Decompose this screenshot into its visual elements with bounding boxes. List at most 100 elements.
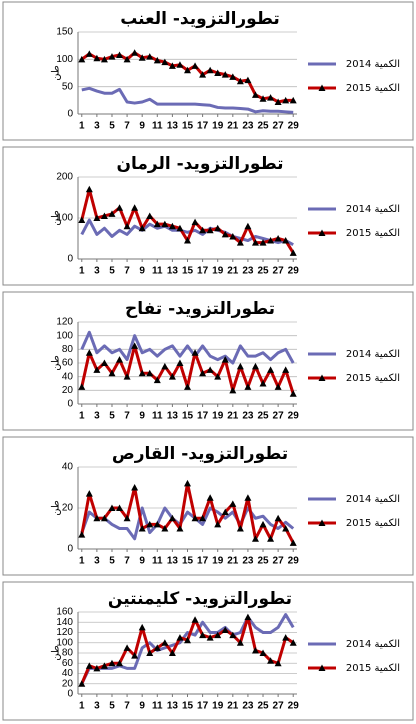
y-tick-label: 160 — [56, 607, 73, 618]
x-tick-label: 15 — [182, 701, 194, 712]
point-marker — [176, 634, 184, 641]
point-marker — [100, 55, 108, 63]
x-tick-label: 19 — [212, 121, 224, 132]
chart-title: تطورالتزويد- العنب — [120, 9, 280, 29]
x-tick-label: 3 — [94, 121, 100, 132]
legend-label: الكمية 2014 — [346, 349, 400, 360]
y-tick-label: 100 — [56, 54, 73, 65]
y-tick-label: 20 — [62, 503, 74, 514]
point-marker — [221, 71, 229, 78]
point-marker — [93, 54, 101, 62]
x-tick-label: 25 — [257, 266, 269, 277]
legend-label: الكمية 2014 — [346, 59, 400, 70]
point-marker — [93, 214, 101, 221]
point-marker — [214, 224, 222, 232]
point-marker — [206, 366, 214, 373]
y-tick-label: 60 — [62, 658, 74, 669]
point-marker — [214, 373, 222, 380]
point-marker — [146, 53, 154, 60]
point-marker — [153, 220, 161, 228]
point-marker — [100, 662, 108, 669]
point-marker — [184, 479, 191, 487]
point-marker — [199, 71, 207, 78]
y-tick-label: 20 — [62, 678, 74, 689]
point-marker — [221, 508, 229, 516]
point-marker — [236, 239, 244, 246]
y-tick-label: 60 — [62, 358, 74, 369]
y-tick-label: 200 — [56, 172, 73, 183]
point-marker — [229, 73, 237, 80]
point-marker — [251, 362, 259, 370]
point-marker — [267, 94, 275, 101]
y-axis-label: طن — [51, 65, 62, 81]
y-tick-label: 120 — [56, 627, 73, 638]
x-tick-label: 15 — [182, 266, 194, 277]
point-marker — [229, 631, 237, 639]
x-tick-label: 11 — [152, 701, 163, 712]
point-marker — [131, 342, 139, 349]
point-marker — [176, 525, 184, 532]
x-tick-label: 7 — [124, 266, 130, 277]
point-marker — [267, 366, 275, 373]
point-marker — [168, 222, 176, 230]
point-marker — [251, 535, 259, 542]
y-tick-label: 0 — [67, 399, 73, 410]
point-marker — [244, 383, 252, 390]
x-tick-label: 19 — [212, 701, 224, 712]
y-tick-label: 0 — [67, 109, 73, 120]
x-tick-label: 29 — [288, 556, 300, 567]
x-tick-label: 29 — [288, 411, 300, 422]
x-tick-label: 21 — [227, 266, 239, 277]
point-marker — [85, 349, 93, 356]
point-marker — [116, 356, 124, 363]
point-marker — [191, 349, 199, 356]
point-marker — [93, 664, 101, 672]
point-marker — [184, 66, 191, 74]
point-marker — [123, 222, 131, 230]
point-marker — [161, 525, 169, 532]
point-marker — [244, 76, 252, 84]
point-marker — [289, 249, 297, 256]
point-marker — [168, 514, 176, 522]
point-marker — [199, 226, 207, 234]
point-marker — [206, 494, 214, 501]
x-tick-label: 9 — [139, 701, 145, 712]
point-marker — [123, 514, 131, 522]
y-tick-label: 40 — [62, 371, 74, 382]
y-tick-label: 80 — [62, 344, 74, 355]
x-tick-label: 13 — [167, 121, 179, 132]
point-marker — [206, 66, 214, 74]
point-marker — [146, 369, 154, 377]
point-marker — [93, 514, 101, 522]
point-marker — [206, 634, 214, 641]
point-marker — [267, 535, 275, 542]
legend-label: الكمية 2015 — [346, 228, 400, 239]
point-marker — [267, 657, 275, 664]
x-tick-label: 3 — [94, 701, 100, 712]
y-tick-label: 20 — [62, 385, 74, 396]
x-tick-label: 5 — [109, 701, 115, 712]
y-tick-label: 40 — [62, 668, 74, 679]
point-marker — [161, 58, 169, 66]
point-marker — [282, 525, 290, 532]
x-tick-label: 11 — [152, 266, 163, 277]
point-marker — [78, 55, 86, 63]
point-marker — [131, 652, 139, 659]
point-marker — [146, 520, 154, 528]
x-tick-label: 3 — [94, 266, 100, 277]
point-marker — [206, 226, 214, 234]
point-marker — [138, 525, 146, 532]
x-tick-label: 5 — [109, 411, 115, 422]
x-tick-label: 3 — [94, 411, 100, 422]
point-marker — [100, 212, 108, 219]
point-marker — [236, 525, 244, 532]
point-marker — [146, 212, 154, 219]
chart-title: تطورالتزويد- الرمان — [116, 154, 283, 174]
y-tick-label: 140 — [56, 617, 73, 628]
x-tick-label: 9 — [139, 411, 145, 422]
x-tick-label: 9 — [139, 121, 145, 132]
point-marker — [282, 237, 290, 244]
point-marker — [138, 369, 146, 377]
y-tick-label: 0 — [67, 689, 73, 700]
